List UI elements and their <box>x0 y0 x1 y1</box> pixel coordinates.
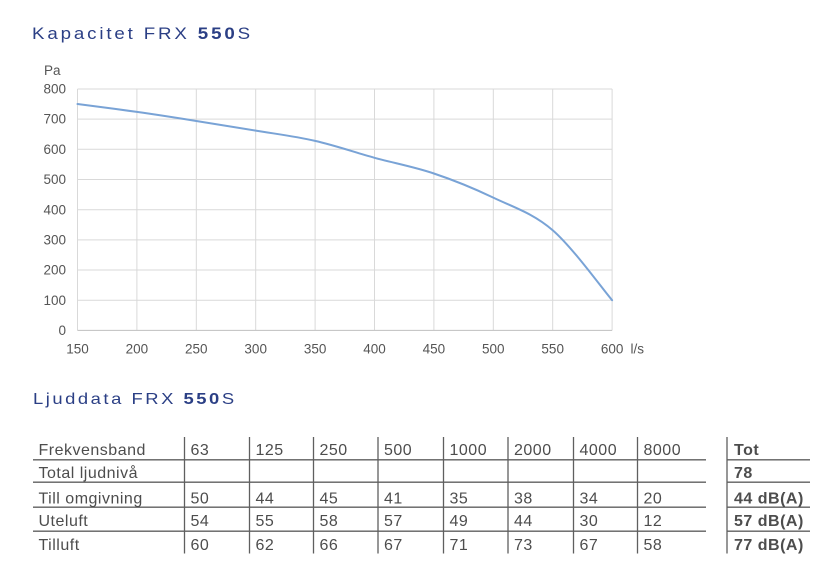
svg-text:250: 250 <box>185 341 208 356</box>
svg-text:78: 78 <box>734 465 753 482</box>
svg-text:Frekvensband: Frekvensband <box>39 442 146 459</box>
svg-text:35: 35 <box>450 490 469 507</box>
svg-text:67: 67 <box>384 537 403 554</box>
svg-text:Till omgivning: Till omgivning <box>39 490 143 507</box>
svg-text:800: 800 <box>43 82 66 97</box>
svg-text:300: 300 <box>43 233 66 248</box>
svg-text:Total ljudnivå: Total ljudnivå <box>39 464 139 482</box>
svg-text:500: 500 <box>43 172 66 187</box>
svg-text:30: 30 <box>580 513 599 530</box>
svg-text:58: 58 <box>320 513 339 530</box>
svg-text:58: 58 <box>644 537 663 554</box>
svg-text:44 dB(A): 44 dB(A) <box>734 490 804 507</box>
svg-text:400: 400 <box>363 341 386 356</box>
svg-text:Tot: Tot <box>734 442 759 459</box>
svg-text:34: 34 <box>580 490 599 507</box>
svg-text:Pa: Pa <box>44 63 61 78</box>
svg-text:200: 200 <box>126 341 149 356</box>
svg-text:57 dB(A): 57 dB(A) <box>734 513 804 530</box>
svg-text:38: 38 <box>514 490 533 507</box>
svg-text:77 dB(A): 77 dB(A) <box>734 537 804 554</box>
svg-text:49: 49 <box>450 513 469 530</box>
svg-text:100: 100 <box>43 293 66 308</box>
svg-text:350: 350 <box>304 341 327 356</box>
svg-text:12: 12 <box>644 513 663 530</box>
svg-text:60: 60 <box>191 537 210 554</box>
svg-text:57: 57 <box>384 513 403 530</box>
svg-text:73: 73 <box>514 537 533 554</box>
svg-text:450: 450 <box>423 341 446 356</box>
svg-text:55: 55 <box>256 513 275 530</box>
svg-text:400: 400 <box>43 202 66 217</box>
svg-text:2000: 2000 <box>514 442 552 459</box>
svg-text:150: 150 <box>66 341 89 356</box>
svg-text:500: 500 <box>482 341 505 356</box>
svg-text:700: 700 <box>43 112 66 127</box>
svg-text:1000: 1000 <box>450 442 488 459</box>
svg-text:200: 200 <box>43 263 66 278</box>
svg-text:63: 63 <box>191 442 210 459</box>
svg-text:500: 500 <box>384 442 412 459</box>
svg-text:44: 44 <box>514 513 533 530</box>
svg-text:Uteluft: Uteluft <box>39 513 89 530</box>
svg-text:600: 600 <box>43 142 66 157</box>
svg-text:71: 71 <box>450 537 469 554</box>
svg-text:45: 45 <box>320 490 339 507</box>
svg-text:66: 66 <box>320 537 339 554</box>
svg-text:41: 41 <box>384 490 403 507</box>
svg-text:8000: 8000 <box>644 442 682 459</box>
svg-text:125: 125 <box>256 442 284 459</box>
svg-text:50: 50 <box>191 490 210 507</box>
svg-text:54: 54 <box>191 513 210 530</box>
svg-text:l/s: l/s <box>631 341 645 356</box>
svg-text:0: 0 <box>58 323 66 338</box>
svg-text:600: 600 <box>601 341 624 356</box>
svg-text:4000: 4000 <box>580 442 618 459</box>
svg-text:44: 44 <box>256 490 275 507</box>
svg-text:67: 67 <box>580 537 599 554</box>
svg-text:Tilluft: Tilluft <box>39 537 80 554</box>
svg-text:20: 20 <box>644 490 663 507</box>
svg-text:300: 300 <box>244 341 267 356</box>
svg-text:62: 62 <box>256 537 275 554</box>
svg-text:550: 550 <box>541 341 564 356</box>
svg-text:250: 250 <box>320 442 348 459</box>
